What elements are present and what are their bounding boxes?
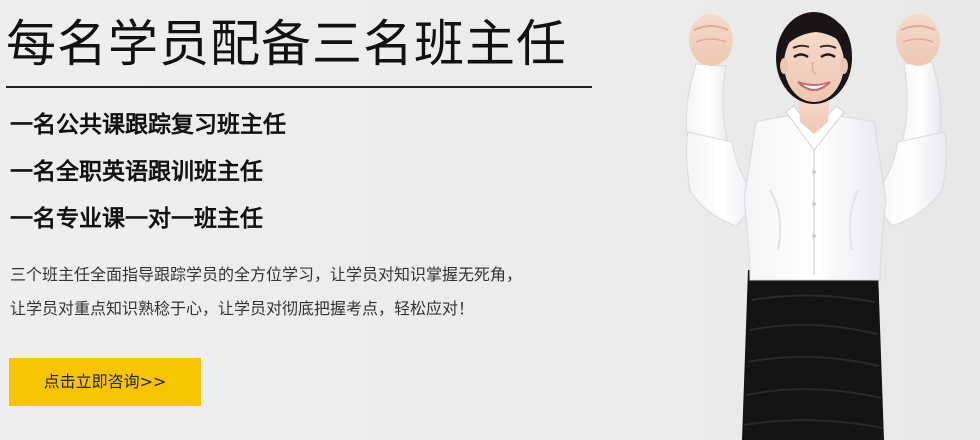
teacher-list: 一名公共课跟踪复习班主任 一名全职英语跟训班主任 一名专业课一对一班主任 [10,106,286,247]
title-underline [6,86,592,88]
person-illustration [685,12,948,440]
description-line: 让学员对重点知识熟稔于心，让学员对彻底把握考点，轻松应对！ [10,299,475,318]
list-item: 一名全职英语跟训班主任 [10,159,263,185]
list-item: 一名专业课一对一班主任 [10,206,263,232]
page-title: 每名学员配备三名班主任 [6,15,567,73]
list-item: 一名公共课跟踪复习班主任 [10,112,286,138]
description: 三个班主任全面指导跟踪学员的全方位学习，让学员对知识掌握无死角， 让学员对重点知… [10,258,522,326]
description-line: 三个班主任全面指导跟踪学员的全方位学习，让学员对知识掌握无死角， [10,265,523,284]
consult-button[interactable]: 点击立即咨询>> [9,358,201,406]
